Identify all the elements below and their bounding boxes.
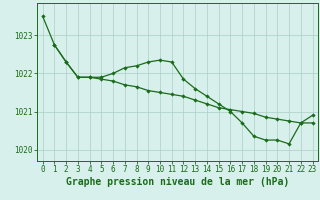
- X-axis label: Graphe pression niveau de la mer (hPa): Graphe pression niveau de la mer (hPa): [66, 177, 289, 187]
